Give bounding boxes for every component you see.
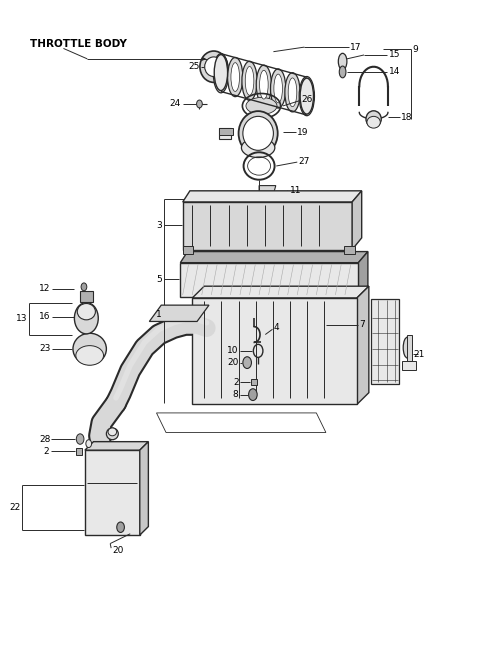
- Ellipse shape: [302, 82, 311, 110]
- Polygon shape: [357, 286, 369, 405]
- Ellipse shape: [300, 78, 313, 114]
- Text: 21: 21: [414, 350, 425, 359]
- Circle shape: [86, 440, 92, 447]
- Polygon shape: [183, 191, 362, 202]
- Text: 7: 7: [360, 320, 365, 329]
- Circle shape: [76, 434, 84, 444]
- Polygon shape: [183, 202, 352, 250]
- Text: 17: 17: [350, 43, 361, 52]
- Ellipse shape: [216, 59, 225, 88]
- Ellipse shape: [77, 304, 96, 320]
- Polygon shape: [259, 186, 276, 194]
- Polygon shape: [371, 298, 399, 384]
- Text: 10: 10: [227, 346, 239, 356]
- Ellipse shape: [239, 111, 278, 155]
- Bar: [85, 450, 140, 535]
- Text: 8: 8: [233, 390, 239, 399]
- Bar: [183, 247, 193, 254]
- Ellipse shape: [243, 116, 274, 150]
- Polygon shape: [140, 441, 148, 535]
- Bar: [219, 128, 233, 134]
- Ellipse shape: [74, 302, 98, 334]
- Text: 9: 9: [413, 45, 419, 54]
- Text: 11: 11: [289, 186, 301, 195]
- Circle shape: [249, 389, 257, 401]
- Bar: [252, 379, 257, 385]
- Ellipse shape: [285, 73, 300, 112]
- Ellipse shape: [367, 116, 380, 128]
- Ellipse shape: [242, 61, 257, 100]
- Polygon shape: [359, 251, 368, 297]
- Ellipse shape: [299, 77, 314, 115]
- Text: 22: 22: [9, 503, 21, 512]
- Text: 27: 27: [298, 157, 310, 166]
- Polygon shape: [85, 441, 148, 450]
- Text: 25: 25: [188, 62, 199, 72]
- Text: 2: 2: [44, 447, 49, 456]
- Ellipse shape: [260, 70, 268, 99]
- Polygon shape: [192, 286, 369, 298]
- Ellipse shape: [108, 428, 117, 436]
- Ellipse shape: [107, 428, 118, 440]
- Ellipse shape: [339, 66, 346, 78]
- Ellipse shape: [288, 78, 297, 107]
- Bar: [192, 298, 357, 405]
- Ellipse shape: [271, 69, 286, 108]
- Ellipse shape: [241, 138, 275, 157]
- Text: 20: 20: [112, 546, 123, 554]
- Ellipse shape: [204, 57, 223, 77]
- Text: 5: 5: [156, 274, 162, 283]
- Text: 16: 16: [39, 312, 50, 321]
- Text: 1: 1: [156, 310, 162, 319]
- Ellipse shape: [214, 54, 228, 91]
- Text: 15: 15: [389, 51, 400, 60]
- Text: THROTTLE BODY: THROTTLE BODY: [30, 39, 127, 49]
- Bar: [219, 128, 231, 138]
- Polygon shape: [80, 291, 93, 302]
- Text: 19: 19: [297, 127, 309, 136]
- Circle shape: [81, 283, 87, 291]
- Text: 24: 24: [169, 100, 181, 108]
- Circle shape: [117, 522, 124, 533]
- Ellipse shape: [213, 54, 228, 93]
- Ellipse shape: [76, 346, 104, 365]
- Ellipse shape: [274, 74, 282, 103]
- Text: 13: 13: [16, 314, 27, 323]
- Ellipse shape: [256, 65, 272, 104]
- Ellipse shape: [366, 111, 381, 127]
- Text: 3: 3: [156, 221, 162, 230]
- Polygon shape: [180, 251, 368, 262]
- Text: 26: 26: [301, 95, 312, 104]
- Ellipse shape: [231, 63, 240, 91]
- Polygon shape: [352, 191, 362, 250]
- Ellipse shape: [246, 97, 277, 114]
- Ellipse shape: [200, 51, 228, 83]
- Ellipse shape: [338, 53, 347, 70]
- Text: 2: 2: [233, 378, 239, 387]
- Text: 20: 20: [227, 358, 239, 367]
- Bar: [76, 448, 82, 455]
- Text: 12: 12: [39, 284, 50, 293]
- Polygon shape: [149, 305, 209, 321]
- Text: 23: 23: [39, 344, 50, 354]
- Ellipse shape: [403, 337, 412, 358]
- Circle shape: [243, 357, 252, 369]
- Polygon shape: [180, 262, 359, 297]
- Circle shape: [197, 100, 202, 108]
- Ellipse shape: [228, 58, 243, 96]
- Ellipse shape: [73, 333, 107, 365]
- Polygon shape: [407, 335, 412, 361]
- Ellipse shape: [245, 66, 254, 95]
- Text: 14: 14: [389, 68, 400, 77]
- Bar: [344, 247, 355, 254]
- Text: 18: 18: [401, 113, 413, 121]
- Text: 4: 4: [274, 323, 279, 333]
- Text: 28: 28: [39, 434, 50, 443]
- Polygon shape: [402, 361, 416, 371]
